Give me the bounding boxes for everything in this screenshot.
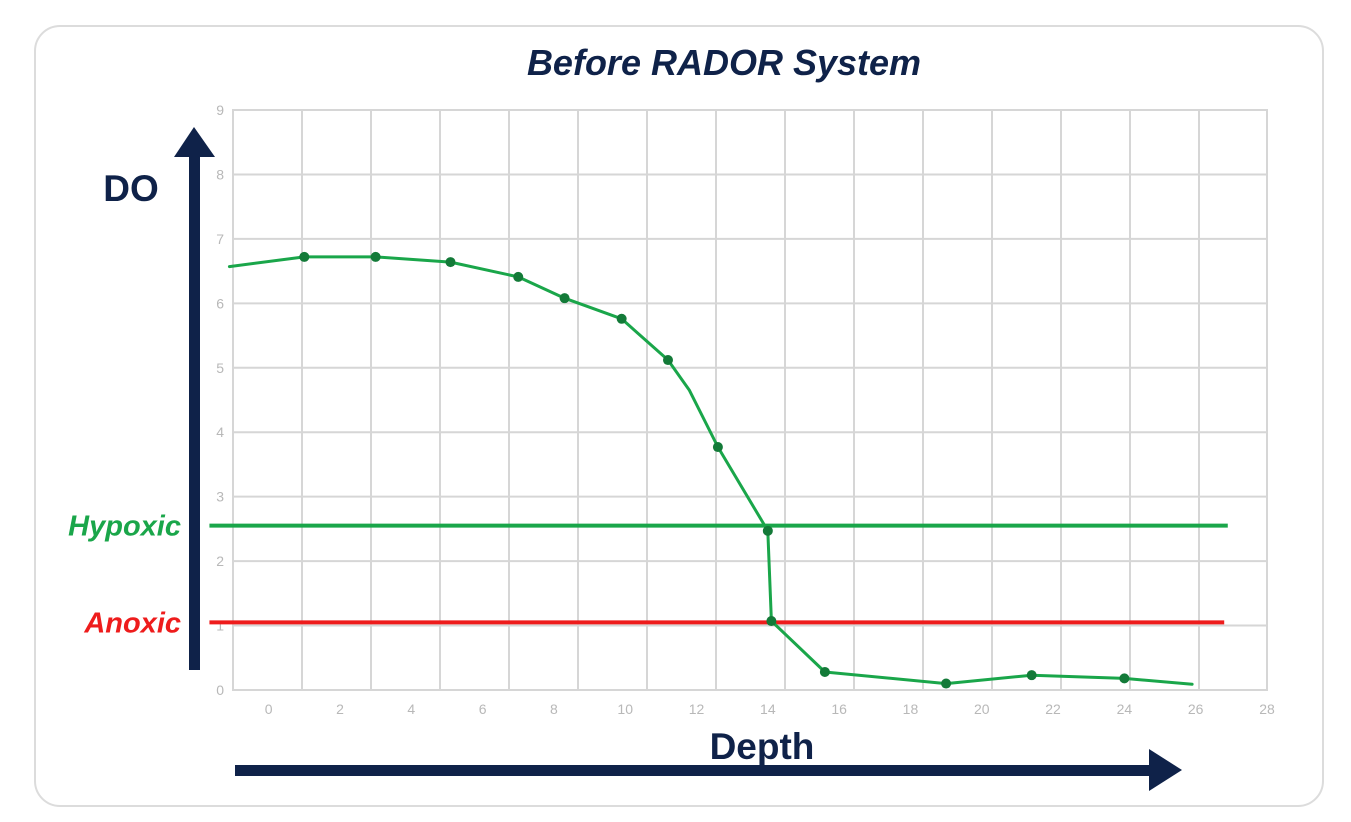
- reference-label-anoxic: Anoxic: [83, 607, 181, 639]
- x-tick-labels: 0 2 4 6 8 10 12 14 16 18 20 22 24 26 28: [265, 701, 1275, 717]
- axis-arrows: [174, 127, 1182, 791]
- x-arrow-shaft: [235, 765, 1155, 776]
- data-point: [513, 271, 524, 282]
- data-point: [445, 257, 456, 268]
- y-tick-label: 2: [216, 553, 224, 569]
- y-tick-label: 8: [216, 166, 224, 182]
- data-point: [819, 666, 830, 677]
- y-tick-label: 4: [216, 424, 224, 440]
- x-tick-label: 22: [1045, 701, 1061, 717]
- x-tick-label: 14: [760, 701, 776, 717]
- data-point: [1119, 673, 1130, 684]
- data-point: [712, 442, 723, 453]
- x-tick-label: 26: [1188, 701, 1204, 717]
- x-tick-label: 4: [407, 701, 415, 717]
- y-arrow-head: [174, 127, 215, 157]
- data-point: [762, 525, 773, 536]
- x-arrow-head: [1149, 749, 1182, 791]
- y-tick-label: 3: [216, 489, 224, 505]
- y-tick-label: 7: [216, 231, 224, 247]
- x-tick-label: 28: [1259, 701, 1275, 717]
- x-tick-label: 2: [336, 701, 344, 717]
- x-tick-label: 16: [831, 701, 847, 717]
- data-point: [1026, 670, 1037, 681]
- x-tick-label: 10: [617, 701, 633, 717]
- x-tick-label: 24: [1117, 701, 1133, 717]
- y-tick-label: 6: [216, 295, 224, 311]
- x-axis-label: Depth: [710, 726, 815, 767]
- series-layer: [227, 251, 1194, 689]
- y-tick-label: 1: [216, 618, 224, 634]
- chart-title: Before RADOR System: [527, 42, 921, 83]
- y-tick-label: 0: [216, 682, 224, 698]
- y-arrow-shaft: [189, 150, 200, 670]
- x-tick-label: 8: [550, 701, 558, 717]
- data-point: [299, 251, 310, 262]
- data-point: [616, 313, 627, 324]
- grid: [232, 109, 1268, 691]
- series-line: [227, 255, 1194, 686]
- y-tick-label: 5: [216, 360, 224, 376]
- plot-frame: [232, 109, 1268, 691]
- x-tick-label: 6: [479, 701, 487, 717]
- data-point: [370, 251, 381, 262]
- data-point: [766, 616, 777, 627]
- data-point: [559, 293, 570, 304]
- x-tick-label: 12: [689, 701, 705, 717]
- y-tick-labels: 0 1 2 3 4 5 6 7 8 9: [216, 102, 224, 698]
- reference-lines: Hypoxic Anoxic: [68, 511, 1228, 639]
- data-point: [941, 678, 952, 689]
- y-axis-label: DO: [103, 168, 159, 209]
- y-tick-label: 9: [216, 102, 224, 118]
- x-tick-label: 18: [903, 701, 919, 717]
- x-tick-label: 20: [974, 701, 990, 717]
- data-point: [662, 355, 673, 366]
- x-tick-label: 0: [265, 701, 273, 717]
- reference-label-hypoxic: Hypoxic: [68, 511, 181, 543]
